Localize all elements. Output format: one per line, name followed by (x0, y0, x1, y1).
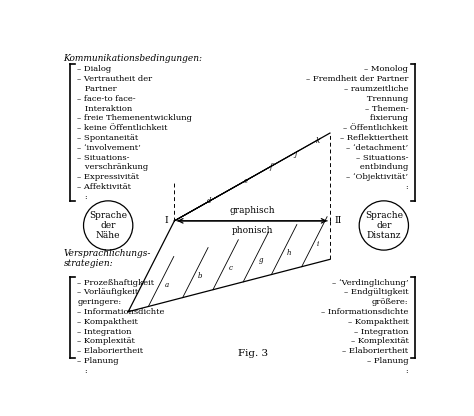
Text: I: I (164, 216, 168, 225)
Text: b: b (198, 272, 202, 280)
Text: j: j (294, 150, 296, 158)
Text: Fig. 3: Fig. 3 (238, 349, 268, 358)
Text: II: II (335, 216, 342, 225)
Text: Sprache
der
Distanz: Sprache der Distanz (365, 210, 403, 240)
Text: c: c (228, 264, 232, 272)
Text: d: d (207, 197, 211, 205)
Text: – ‘Verdinglichung’
– Endgültigkeit
größere:
– Informationsdichte
– Kompaktheit
–: – ‘Verdinglichung’ – Endgültigkeit größe… (321, 279, 409, 375)
Text: Sprache
der
Nähe: Sprache der Nähe (89, 210, 127, 240)
Text: Versprachlichungs-
strategien:: Versprachlichungs- strategien: (64, 249, 151, 268)
Text: f: f (270, 163, 272, 171)
Text: a: a (165, 280, 169, 289)
Text: phonisch: phonisch (231, 226, 273, 235)
Text: graphisch: graphisch (229, 206, 275, 215)
Text: – Monolog
– Fremdheit der Partner
– raumzeitliche
   Trennung
– Themen-
   fixie: – Monolog – Fremdheit der Partner – raum… (306, 65, 409, 191)
Text: – Dialog
– Vertrautheit der
   Partner
– face-to face-
   Interaktion
– freie Th: – Dialog – Vertrautheit der Partner – fa… (77, 65, 192, 201)
Text: k: k (315, 137, 319, 145)
Text: g: g (258, 256, 263, 264)
Text: – Prozeßhaftigkeit
– Vorläufigkeit
geringere:
– Informationsdichte
– Kompaktheit: – Prozeßhaftigkeit – Vorläufigkeit gerin… (77, 279, 165, 375)
Text: h: h (286, 249, 291, 257)
Text: e: e (244, 177, 248, 185)
Text: i: i (317, 240, 319, 248)
Text: Kommunikationsbedingungen:: Kommunikationsbedingungen: (64, 54, 202, 63)
